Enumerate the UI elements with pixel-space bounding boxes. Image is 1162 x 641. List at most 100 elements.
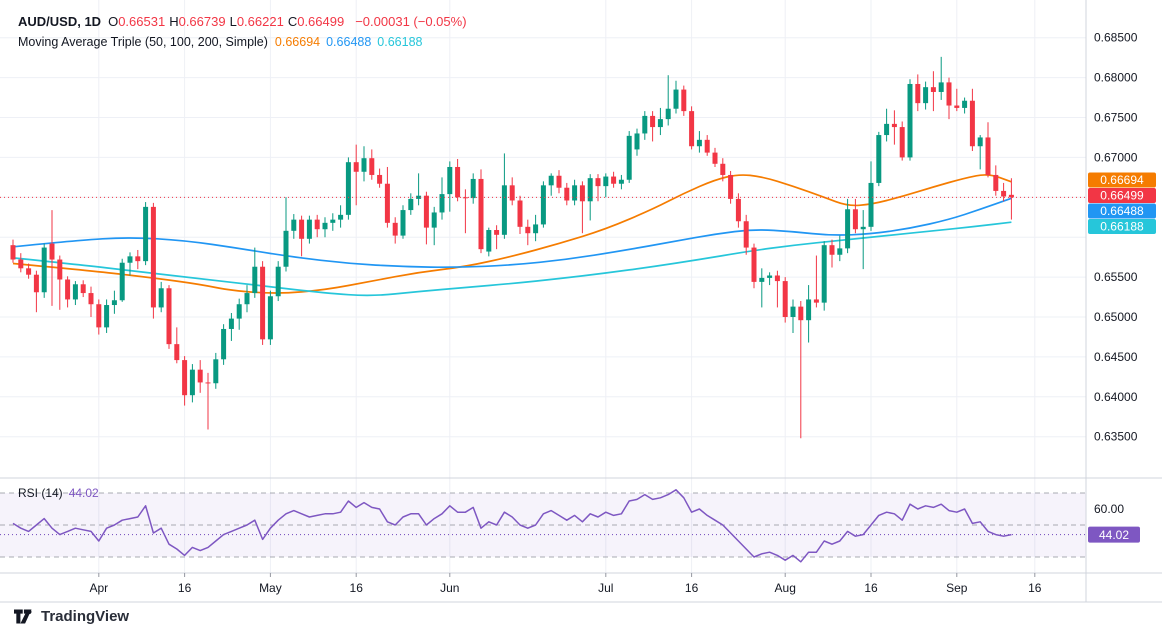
candles: [10, 56, 1014, 439]
candle: [938, 82, 944, 92]
candle: [556, 175, 562, 188]
time-axis-label: Jun: [440, 581, 459, 595]
candle: [174, 344, 180, 361]
symbol-title[interactable]: AUD/USD, 1D: [18, 14, 102, 29]
candle: [735, 198, 741, 222]
price-badge-value: 0.66188: [1100, 220, 1144, 234]
price-axis-label: 0.63500: [1094, 430, 1138, 444]
candle: [338, 214, 344, 220]
candle: [813, 299, 819, 303]
ohlc-item: O0.66531: [108, 14, 166, 29]
candle: [205, 382, 211, 384]
candle: [275, 266, 281, 297]
candle: [1001, 190, 1007, 197]
candle: [283, 230, 289, 267]
ma-value: 0.66188: [377, 35, 423, 49]
candle: [681, 89, 687, 112]
candle: [767, 275, 773, 278]
rsi-value: 44.02: [68, 486, 99, 500]
candle: [642, 115, 648, 134]
candle: [821, 245, 827, 303]
candle: [650, 115, 656, 128]
candle: [260, 266, 266, 340]
indicator-values: 0.66694 0.66488 0.66188: [275, 35, 429, 49]
time-axis-label: Sep: [946, 581, 968, 595]
candle: [618, 179, 624, 184]
rsi-title[interactable]: RSI (14): [18, 486, 63, 500]
price-axis-label: 0.68000: [1094, 71, 1138, 85]
price-axis-label: 0.68500: [1094, 31, 1138, 45]
ohlc-values: O0.66531 H0.66739 L0.66221 C0.66499: [108, 14, 348, 29]
candle: [33, 274, 39, 293]
rsi-badge: [1088, 526, 1140, 543]
candle: [345, 162, 351, 215]
candle: [696, 139, 702, 147]
candle: [104, 305, 110, 328]
candle: [930, 87, 936, 92]
price-badge: [1088, 188, 1156, 203]
chart-legend-main: AUD/USD, 1D O0.66531 H0.66739 L0.66221 C0.6…: [18, 14, 467, 29]
tradingview-logo[interactable]: TradingView: [14, 608, 129, 625]
candle: [41, 247, 47, 293]
time-axis-label: 16: [864, 581, 878, 595]
candle: [462, 197, 468, 199]
candle: [501, 185, 507, 235]
candle: [611, 176, 617, 184]
price-badge-value: 0.66499: [1100, 189, 1144, 203]
ohlc-item: C0.66499: [287, 14, 345, 29]
candle: [158, 288, 164, 308]
candle: [361, 158, 367, 172]
candle: [384, 183, 390, 223]
candle: [720, 163, 726, 175]
candle: [728, 174, 734, 199]
ma-value: 0.66488: [326, 35, 372, 49]
candle: [143, 206, 149, 262]
candle: [291, 219, 297, 231]
ohlc-item: H0.66739: [169, 14, 226, 29]
candle: [798, 306, 804, 321]
candle: [790, 306, 796, 317]
candle: [447, 166, 453, 195]
candle: [689, 111, 695, 147]
time-axis[interactable]: Apr 16 May 16 Jun Jul 16 Aug 16 Sep 16: [89, 573, 1042, 595]
time-axis-label: 16: [1028, 581, 1042, 595]
candle: [392, 222, 398, 236]
candle: [88, 293, 94, 305]
candle: [26, 268, 32, 275]
price-axis-label: 0.65000: [1094, 310, 1138, 324]
candle: [330, 219, 336, 223]
candle: [954, 105, 960, 108]
candle: [806, 299, 812, 321]
price-axis[interactable]: 0.68500 0.68000 0.67500 0.67000 0.65500 0.650…: [1088, 31, 1156, 543]
candle: [486, 230, 492, 252]
rsi-legend: RSI (14) 44.02: [18, 486, 99, 500]
chart-legend-indicator: Moving Average Triple (50, 100, 200, Sim…: [18, 35, 428, 49]
candle: [759, 277, 765, 282]
candle: [579, 185, 585, 202]
candle: [665, 108, 671, 120]
candle: [189, 369, 195, 396]
candle: [509, 185, 515, 201]
candle: [236, 304, 242, 319]
candle: [829, 245, 835, 255]
candle: [322, 222, 328, 230]
candle: [478, 178, 484, 250]
candle: [891, 123, 897, 128]
candle: [455, 166, 461, 198]
ma-value: 0.66694: [274, 35, 321, 49]
indicator-title[interactable]: Moving Average Triple (50, 100, 200, Sim…: [18, 35, 268, 49]
candle: [416, 195, 422, 199]
candle: [314, 219, 320, 230]
candle: [119, 262, 125, 301]
candle: [166, 288, 172, 345]
candle: [915, 83, 921, 104]
price-badge: [1088, 219, 1156, 234]
candle: [587, 178, 593, 202]
candle: [704, 139, 710, 153]
time-axis-label: May: [259, 581, 282, 595]
ohlc-item: L0.66221: [229, 14, 284, 29]
candle: [572, 185, 578, 201]
tradingview-logo-icon: [14, 609, 32, 624]
price-axis-label: 0.64500: [1094, 350, 1138, 364]
